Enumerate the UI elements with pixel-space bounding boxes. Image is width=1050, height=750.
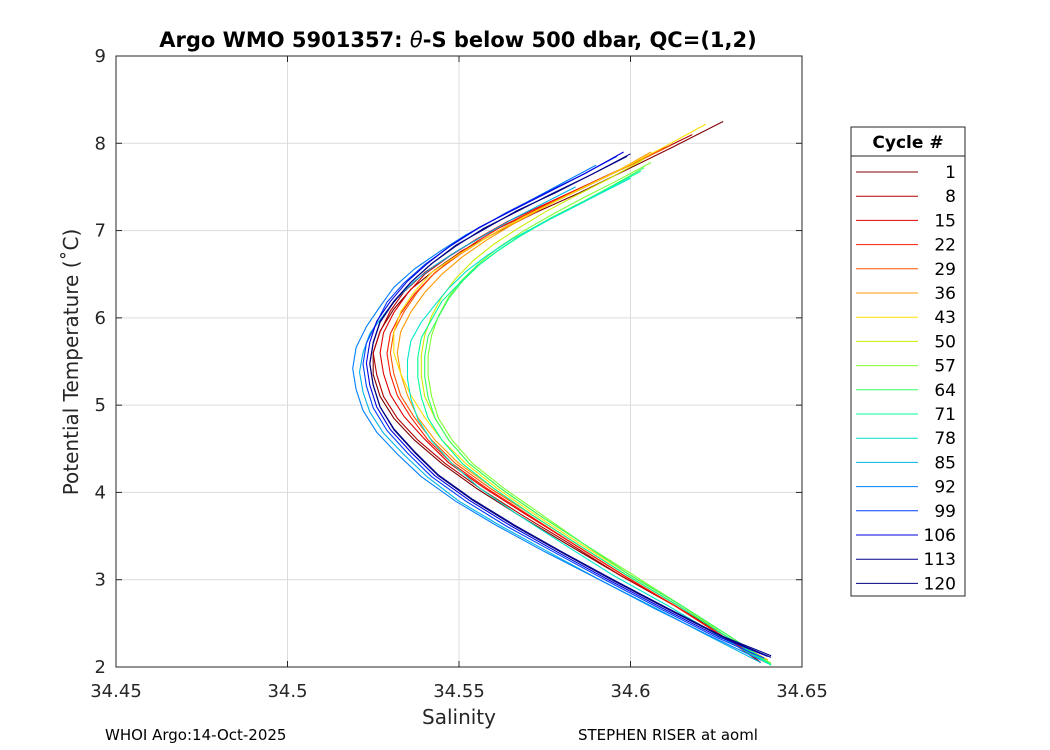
y-tick-label: 2 (95, 657, 106, 678)
legend-label-cycle-106: 106 (924, 526, 956, 546)
legend-label-cycle-64: 64 (934, 381, 956, 401)
legend-items: 1 8 15 22 29 36 43 50 57 64 71 78 85 92 99 106 113 120 (856, 163, 956, 594)
legend-label-cycle-57: 57 (934, 357, 956, 377)
legend-label-cycle-43: 43 (934, 308, 956, 328)
legend-box (850, 126, 966, 597)
footer-credit: STEPHEN RISER at aoml (578, 726, 758, 744)
chart-title-theta: θ (410, 28, 423, 52)
y-axis-label: Potential Temperature (˚C) (59, 229, 83, 496)
y-tick-label: 7 (95, 221, 106, 242)
chart-title-suffix: -S below 500 dbar, QC=(1,2) (423, 28, 757, 52)
grid-lines (115, 55, 803, 668)
legend: Cycle # 18152229364350576471788592991061… (850, 126, 966, 597)
series-line-cycle-1 (372, 121, 762, 664)
legend-label-cycle-113: 113 (924, 550, 956, 570)
series-line-cycle-22 (386, 155, 765, 662)
y-tick-label: 5 (95, 395, 106, 416)
chart-title: Argo WMO 5901357: θ-S below 500 dbar, QC… (159, 28, 756, 52)
y-tick-label: 8 (95, 133, 106, 154)
y-tick-label: 9 (95, 46, 106, 67)
legend-label-cycle-8: 8 (945, 187, 956, 207)
series-line-cycle-106 (365, 151, 768, 658)
legend-title: Cycle # (872, 133, 943, 153)
y-tick-label: 3 (95, 570, 106, 591)
legend-label-cycle-15: 15 (934, 211, 956, 231)
x-tick-label: 34.6 (610, 681, 650, 702)
x-tick-label: 34.5 (267, 681, 307, 702)
chart-title-prefix: Argo WMO 5901357: (159, 28, 410, 52)
legend-label-cycle-99: 99 (934, 502, 956, 522)
legend-label-cycle-1: 1 (945, 163, 956, 183)
axis-ticks: 34.45 34.5 34.55 34.6 34.65 2 3 4 5 6 7 8 9 (90, 46, 828, 702)
x-tick-label: 34.55 (433, 681, 485, 702)
legend-label-cycle-120: 120 (924, 574, 956, 594)
series-line-cycle-43 (393, 123, 768, 662)
x-tick-label: 34.45 (90, 681, 142, 702)
legend-label-cycle-36: 36 (934, 284, 956, 304)
legend-label-cycle-78: 78 (934, 429, 956, 449)
series-line-cycle-120 (369, 155, 772, 658)
legend-label-cycle-50: 50 (934, 332, 956, 352)
series-line-cycle-85 (358, 186, 762, 664)
legend-label-cycle-85: 85 (934, 453, 956, 473)
y-tick-label: 6 (95, 308, 106, 329)
plot-lines (352, 121, 772, 666)
legend-label-cycle-92: 92 (934, 478, 956, 498)
y-tick-label: 4 (95, 482, 106, 503)
footer-date: WHOI Argo:14-Oct-2025 (105, 726, 286, 744)
legend-label-cycle-29: 29 (934, 260, 956, 280)
x-axis-label: Salinity (422, 705, 496, 729)
series-line-cycle-71 (417, 170, 772, 666)
series-line-cycle-78 (406, 177, 768, 664)
x-tick-label: 34.65 (776, 681, 828, 702)
legend-label-cycle-71: 71 (934, 405, 956, 425)
legend-label-cycle-22: 22 (934, 236, 956, 256)
